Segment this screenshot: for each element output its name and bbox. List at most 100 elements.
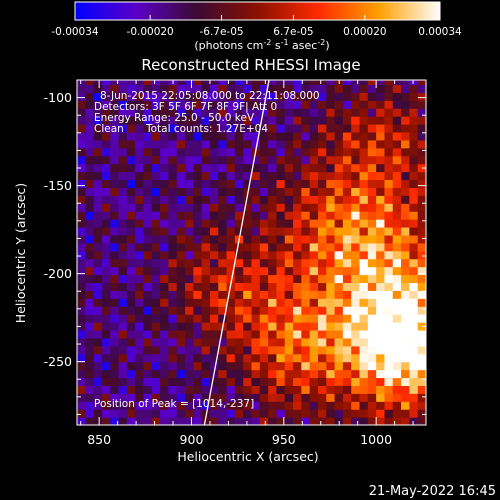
heatmap-cell [317,385,327,394]
heatmap-cell [243,409,253,418]
heatmap-cell [251,203,261,212]
heatmap-cell [176,155,186,165]
heatmap-cell [351,195,361,204]
heatmap-cell [135,258,145,268]
heatmap-cell [143,361,153,371]
heatmap-cell [384,147,394,157]
heatmap-cell [101,250,111,260]
heatmap-cell [185,393,194,402]
heatmap-cell [77,353,86,363]
heatmap-cell [85,322,95,331]
heatmap-cell [417,226,426,236]
heatmap-cell [209,211,219,220]
heatmap-cell [367,337,377,347]
heatmap-cell [118,226,128,236]
heatmap-cell [259,282,269,291]
heatmap-cell [101,274,111,284]
heatmap-cell [317,108,327,117]
heatmap-cell [110,155,120,165]
heatmap-cell [259,116,269,125]
heatmap-cell [276,179,286,188]
heatmap-cell [234,92,244,101]
heatmap-cell [193,116,203,125]
heatmap-cell [85,203,95,212]
heatmap-cell [376,108,386,117]
heatmap-cell [93,298,103,307]
heatmap-cell [351,203,361,212]
heatmap-cell [293,92,302,101]
heatmap-cell [168,369,178,379]
heatmap-cell [268,393,278,402]
heatmap-cell [126,226,136,236]
heatmap-cell [384,139,394,149]
heatmap-cell [342,250,352,260]
heatmap-cell [218,377,228,386]
heatmap-cell [226,234,236,244]
heatmap-cell [301,80,311,86]
heatmap-cell [326,116,336,125]
heatmap-cell [342,369,352,379]
heatmap-cell [234,84,244,93]
heatmap-cell [293,353,302,363]
heatmap-cell [401,353,410,363]
heatmap-cell [234,116,244,125]
heatmap-cell [143,116,153,125]
time-range-annotation: 8-Jun-2015 22:05:08.000 to 22:11:08.000 [100,90,320,102]
heatmap-cell [259,409,269,418]
heatmap-cell [384,124,394,133]
heatmap-cell [284,274,294,284]
heatmap-cell [126,329,136,339]
heatmap-cell [135,139,145,149]
heatmap-cell [309,92,319,101]
heatmap-cell [309,80,319,86]
colorbar-frame [74,1,441,21]
heatmap-cell [384,369,394,379]
heatmap-cell [110,306,120,315]
heatmap-cell [193,100,203,109]
heatmap-cell [251,258,261,268]
heatmap-cell [293,203,302,212]
heatmap-cell [209,417,219,425]
heatmap-cell [110,250,120,260]
heatmap-cell [409,187,419,196]
heatmap-cell [118,337,128,347]
heatmap-cell [392,171,402,181]
heatmap-cell [226,329,236,339]
heatmap-cell [201,100,211,109]
heatmap-cell [85,298,95,307]
heatmap-cell [376,258,386,268]
heatmap-cell [126,377,136,386]
heatmap-cell [176,345,186,355]
heatmap-cell [101,84,111,93]
heatmap-cell [218,298,228,307]
heatmap-cell [342,80,352,86]
heatmap-cell [126,290,136,299]
heatmap-cell [392,179,402,188]
heatmap-cell [309,195,319,204]
heatmap-cell [326,242,336,252]
heatmap-cell [234,282,244,291]
heatmap-cell [351,234,361,244]
heatmap-cell [135,92,145,101]
heatmap-cell [185,401,194,410]
heatmap-cell [276,100,286,109]
heatmap-cell [334,179,344,188]
heatmap-cell [85,290,95,299]
heatmap-cell [259,266,269,276]
heatmap-cell [168,163,178,173]
heatmap-cell [359,124,369,133]
heatmap-cell [384,266,394,276]
heatmap-cell [392,219,402,228]
heatmap-cell [143,242,153,252]
heatmap-cell [110,282,120,291]
heatmap-cell [93,314,103,323]
heatmap-cell [160,211,170,220]
heatmap-cell [334,234,344,244]
heatmap-cell [284,84,294,93]
heatmap-cell [334,211,344,220]
heatmap-cell [118,401,128,410]
heatmap-cell [334,306,344,315]
heatmap-cell [176,163,186,173]
heatmap-cell [417,329,426,339]
heatmap-cell [193,139,203,149]
